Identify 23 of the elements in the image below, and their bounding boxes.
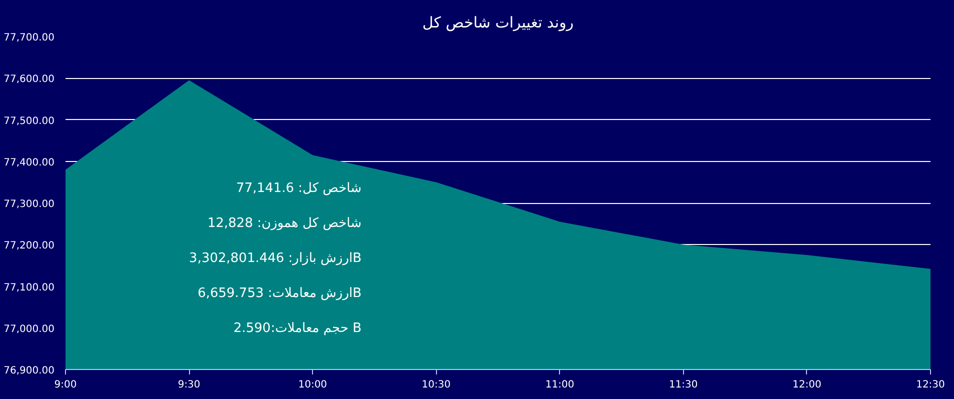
- annotation: شاخص کل هموزن: 12,828: [207, 216, 362, 231]
- x-tick-label: 10:30: [422, 380, 451, 390]
- y-tick-label: 77,300.00: [4, 199, 55, 210]
- y-tick-label: 77,500.00: [4, 116, 55, 127]
- x-tick-label: 12:00: [792, 380, 822, 390]
- annotation: ارزش معاملات: 6,659.753B: [198, 286, 362, 301]
- chart-title: روند تغییرات شاخص کل: [422, 14, 574, 32]
- annotation: ارزش بازار: 3,302,801.446B: [189, 251, 362, 266]
- y-tick-label: 76,900.00: [4, 366, 55, 376]
- x-tick-label: 11:30: [668, 380, 698, 390]
- x-tick-label: 12:30: [916, 380, 945, 390]
- x-tick-label: 11:00: [545, 380, 574, 390]
- annotation: حجم معاملات:2.590 B: [233, 321, 362, 336]
- y-tick-label: 77,400.00: [4, 157, 55, 168]
- y-tick-label: 77,100.00: [4, 282, 55, 294]
- x-tick-label: 10:00: [298, 380, 328, 390]
- y-tick-label: 77,000.00: [4, 324, 55, 335]
- y-tick-label: 77,200.00: [4, 240, 55, 252]
- x-tick-label: 9:30: [178, 380, 200, 390]
- annotation: شاخص کل: 77,141.6: [236, 181, 362, 196]
- y-tick-label: 77,600.00: [4, 74, 55, 86]
- x-tick-label: 9:00: [54, 380, 77, 390]
- y-tick-label: 77,700.00: [4, 32, 55, 44]
